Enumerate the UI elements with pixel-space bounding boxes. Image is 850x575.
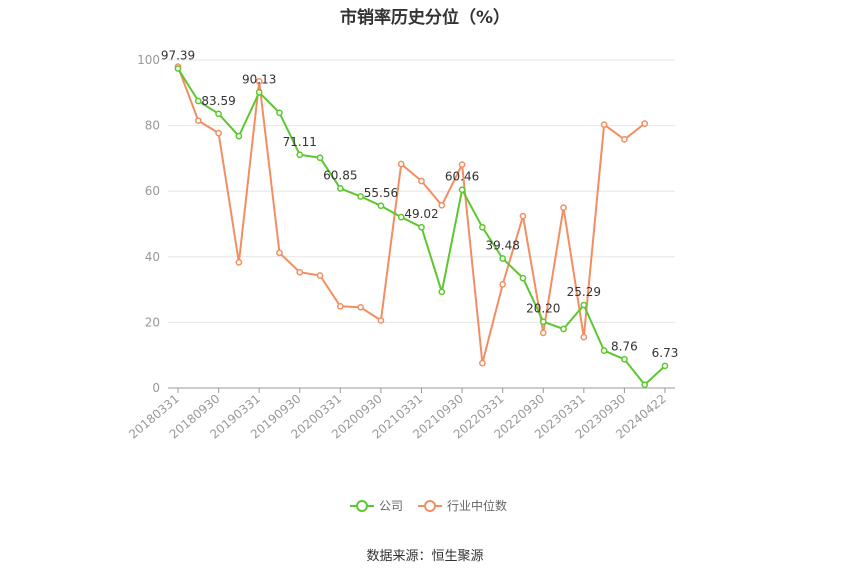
data-point-1 <box>316 272 324 279</box>
data-point-0 <box>479 223 486 231</box>
data-point-0 <box>397 213 405 221</box>
data-point-0 <box>316 154 324 162</box>
data-point-1 <box>215 129 222 137</box>
data-label: 49.02 <box>404 207 438 221</box>
data-point-0 <box>458 186 466 194</box>
data-label: 90.13 <box>242 72 276 86</box>
data-point-1 <box>418 177 425 185</box>
data-point-1 <box>458 161 466 168</box>
data-label: 55.56 <box>364 186 398 200</box>
data-label: 60.46 <box>445 170 479 184</box>
data-point-1 <box>255 77 263 85</box>
source-text: 数据来源：恒生聚源 <box>366 549 484 564</box>
data-label: 39.48 <box>485 239 519 253</box>
data-label: 6.73 <box>652 346 679 360</box>
y-tick-label: 40 <box>145 250 160 264</box>
data-point-0 <box>519 274 527 282</box>
legend-marker-1 <box>424 500 436 512</box>
data-point-1 <box>600 121 608 128</box>
data-point-1 <box>499 281 507 288</box>
data-point-1 <box>580 333 588 341</box>
y-tick-label: 60 <box>145 184 160 198</box>
data-point-1 <box>641 120 649 127</box>
data-label: 71.11 <box>283 135 317 149</box>
data-point-1 <box>336 302 344 310</box>
series-line-1 <box>177 66 646 365</box>
data-point-0 <box>418 223 425 231</box>
data-point-0 <box>499 255 507 262</box>
data-label: 25.29 <box>567 285 601 299</box>
data-point-0 <box>336 185 344 192</box>
data-point-0 <box>539 318 547 326</box>
data-point-0 <box>296 151 304 159</box>
data-point-0 <box>194 97 202 105</box>
data-label: 20.20 <box>526 302 560 316</box>
y-tick-label: 80 <box>145 119 160 133</box>
data-point-0 <box>580 301 588 309</box>
data-point-0 <box>641 381 649 389</box>
data-point-1 <box>377 317 385 324</box>
legend-label-0: 公司 <box>379 499 403 513</box>
data-point-1 <box>621 136 628 143</box>
data-point-1 <box>194 117 202 125</box>
data-label: 8.76 <box>611 339 638 353</box>
data-point-1 <box>479 359 486 367</box>
data-point-0 <box>377 202 385 210</box>
legend-marker-0 <box>356 500 368 512</box>
y-tick-label: 0 <box>152 381 160 395</box>
data-point-1 <box>235 259 243 266</box>
data-point-0 <box>357 193 364 200</box>
data-point-1 <box>397 160 405 168</box>
data-point-0 <box>235 132 243 140</box>
y-tick-label: 20 <box>145 315 160 329</box>
data-label: 60.85 <box>323 168 357 182</box>
data-point-1 <box>357 303 364 311</box>
legend-label-1: 行业中位数 <box>447 498 507 513</box>
data-point-1 <box>560 204 567 211</box>
data-point-1 <box>539 329 547 337</box>
data-point-0 <box>438 288 446 296</box>
data-point-1 <box>438 201 446 209</box>
data-label: 83.59 <box>201 94 235 108</box>
data-point-0 <box>215 110 222 118</box>
y-tick-label: 100 <box>137 53 160 67</box>
chart-title: 市销率历史分位（%） <box>339 8 511 28</box>
data-point-0 <box>560 325 567 333</box>
data-point-1 <box>276 249 283 257</box>
data-point-0 <box>276 109 283 117</box>
data-point-1 <box>519 212 527 220</box>
data-point-0 <box>661 362 669 370</box>
data-point-1 <box>296 268 304 276</box>
data-point-0 <box>600 347 608 354</box>
data-point-0 <box>174 65 182 72</box>
data-point-0 <box>255 89 263 96</box>
data-label: 97.39 <box>161 49 195 63</box>
data-point-0 <box>621 355 628 363</box>
